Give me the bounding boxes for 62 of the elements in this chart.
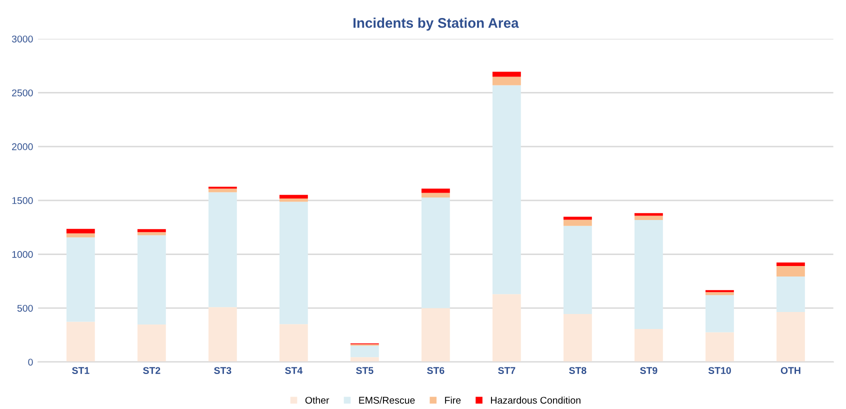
y-tick-label: 1500 xyxy=(12,197,33,204)
bar xyxy=(208,188,237,192)
bar xyxy=(563,220,592,226)
bar xyxy=(279,194,308,198)
bar xyxy=(492,72,521,77)
bar xyxy=(776,312,805,362)
bar xyxy=(706,292,734,296)
y-tick-label: 2500 xyxy=(12,89,33,96)
y-tick-label: 2000 xyxy=(12,143,33,150)
bar xyxy=(66,237,95,322)
bar xyxy=(421,188,450,193)
legend-label: Hazardous Condition xyxy=(491,396,580,404)
x-tick-label: ST10 xyxy=(708,367,731,374)
legend-label: Fire xyxy=(445,396,461,404)
bar xyxy=(279,324,308,362)
bar xyxy=(421,308,450,362)
bar xyxy=(776,276,805,312)
legend-label: Other xyxy=(305,396,330,404)
bar xyxy=(137,232,166,236)
bar xyxy=(208,192,237,308)
bar xyxy=(137,324,166,362)
bar xyxy=(492,76,521,86)
bar xyxy=(492,85,521,294)
x-tick-label: ST3 xyxy=(214,367,232,374)
bar xyxy=(634,216,663,220)
bar xyxy=(776,266,805,276)
x-tick-label: ST1 xyxy=(72,367,90,374)
bar xyxy=(563,226,592,314)
y-tick-label: 1000 xyxy=(12,250,33,258)
x-tick-label: ST2 xyxy=(143,367,160,374)
legend-label: EMS/Rescue xyxy=(359,396,415,404)
bar xyxy=(350,357,379,362)
x-tick-label: ST9 xyxy=(640,367,658,374)
bar xyxy=(492,294,521,362)
y-tick-label: 0 xyxy=(28,358,33,366)
x-tick-label: ST4 xyxy=(285,367,303,374)
bar xyxy=(208,307,237,362)
x-tick-label: ST6 xyxy=(427,367,444,374)
bar xyxy=(776,262,805,266)
bar xyxy=(421,192,450,198)
bar xyxy=(706,295,734,332)
x-tick-label: ST5 xyxy=(356,367,374,374)
bar xyxy=(137,235,166,324)
x-tick-label: ST8 xyxy=(569,367,586,374)
bar xyxy=(563,314,592,362)
bar xyxy=(66,228,95,234)
bar xyxy=(634,329,663,362)
x-tick-label: ST7 xyxy=(498,367,516,374)
bar xyxy=(350,346,379,358)
x-tick-label: OTH xyxy=(780,367,800,374)
bar xyxy=(66,233,95,238)
y-tick-label: 3000 xyxy=(12,36,33,42)
bar xyxy=(279,202,308,324)
bar xyxy=(279,198,308,202)
bar xyxy=(634,220,663,330)
y-tick-label: 500 xyxy=(17,304,33,312)
bar xyxy=(706,332,734,362)
bar xyxy=(421,198,450,308)
bar xyxy=(66,322,95,362)
chart-title: Incidents by Station Area xyxy=(354,18,519,31)
bar xyxy=(137,229,166,232)
bar xyxy=(634,213,663,216)
